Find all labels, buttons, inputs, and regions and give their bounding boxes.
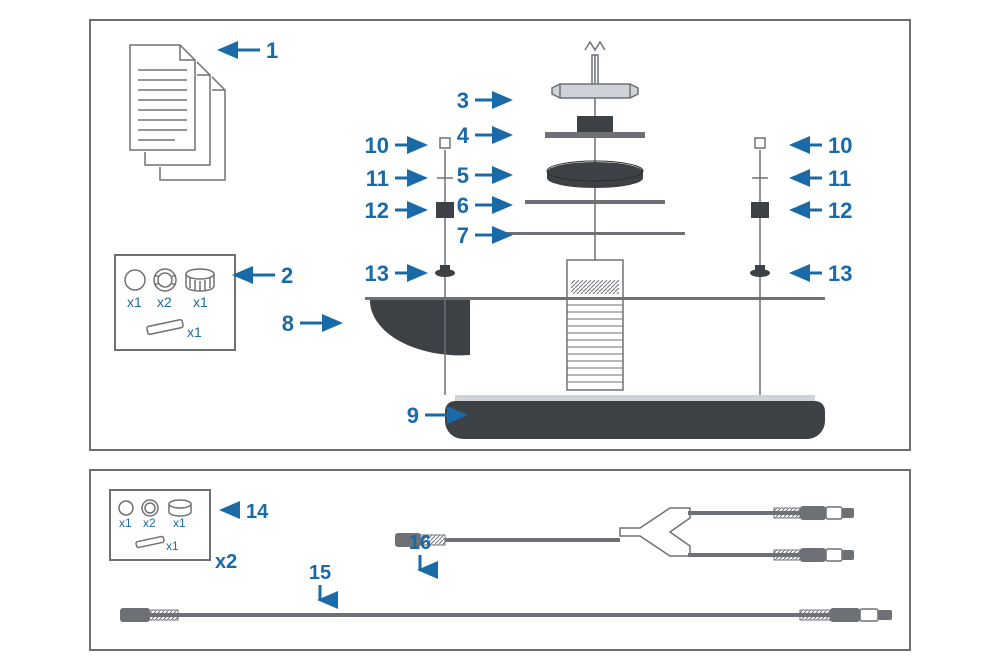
callout-number: 10 (365, 133, 389, 158)
callout-12: 12 (792, 198, 852, 223)
callout-1: 1 (220, 38, 278, 63)
callout-15: 15 (309, 562, 331, 600)
rod-left (435, 138, 455, 395)
callout-8: 8 (282, 311, 340, 336)
callouts: 1234567891011121310111213141516 (220, 38, 852, 600)
callout-number: 6 (457, 193, 469, 218)
cable-y-icon (395, 506, 854, 562)
callout-11: 11 (366, 166, 425, 191)
callout-number: 2 (281, 263, 293, 288)
callout-number: 13 (365, 261, 389, 286)
kit-outer-qty: x2 (215, 551, 237, 573)
kit-qty: x1 (119, 516, 132, 530)
callout-5: 5 (457, 163, 510, 188)
kit-box-icon: x1 x2 x1 x1 (115, 255, 235, 350)
diagram-root: x1 x2 x1 x1 (0, 0, 1000, 667)
callout-2: 2 (235, 263, 293, 288)
callout-number: 7 (457, 223, 469, 248)
assembly-icon (365, 42, 825, 439)
rod-right (750, 138, 770, 395)
callout-number: 1 (266, 38, 278, 63)
transducer-icon (445, 395, 825, 439)
callout-number: 10 (828, 133, 852, 158)
callout-10: 10 (365, 133, 425, 158)
cable-long-icon (120, 608, 892, 622)
callout-number: 15 (309, 562, 331, 584)
callout-3: 3 (457, 88, 510, 113)
callout-11: 11 (792, 166, 851, 191)
callout-number: 12 (828, 198, 852, 223)
callout-number: 14 (246, 501, 269, 523)
callout-number: 5 (457, 163, 469, 188)
kit-qty: x2 (157, 294, 172, 310)
callout-number: 16 (409, 532, 431, 554)
fairing-icon (370, 300, 470, 355)
callout-number: 8 (282, 311, 294, 336)
callout-number: 11 (828, 166, 851, 191)
kit-box-bottom-icon: x1 x2 x1 x1 (110, 490, 210, 560)
kit-qty: x1 (127, 294, 142, 310)
callout-7: 7 (457, 223, 510, 248)
docs-icon (128, 43, 225, 180)
callout-4: 4 (457, 123, 510, 148)
kit-qty: x1 (173, 516, 186, 530)
callout-number: 12 (365, 198, 389, 223)
kit-qty: x1 (166, 539, 179, 553)
kit-qty: x1 (187, 324, 202, 340)
callout-number: 9 (407, 403, 419, 428)
callout-10: 10 (792, 133, 852, 158)
callout-number: 11 (366, 166, 389, 191)
callout-number: 13 (828, 261, 852, 286)
callout-6: 6 (457, 193, 510, 218)
callout-number: 3 (457, 88, 469, 113)
kit-qty: x1 (193, 294, 208, 310)
callout-12: 12 (365, 198, 425, 223)
callout-16: 16 (409, 532, 431, 570)
kit-qty: x2 (143, 516, 156, 530)
callout-13: 13 (365, 261, 425, 286)
callout-14: 14 (222, 501, 269, 523)
callout-13: 13 (792, 261, 852, 286)
callout-number: 4 (457, 123, 470, 148)
